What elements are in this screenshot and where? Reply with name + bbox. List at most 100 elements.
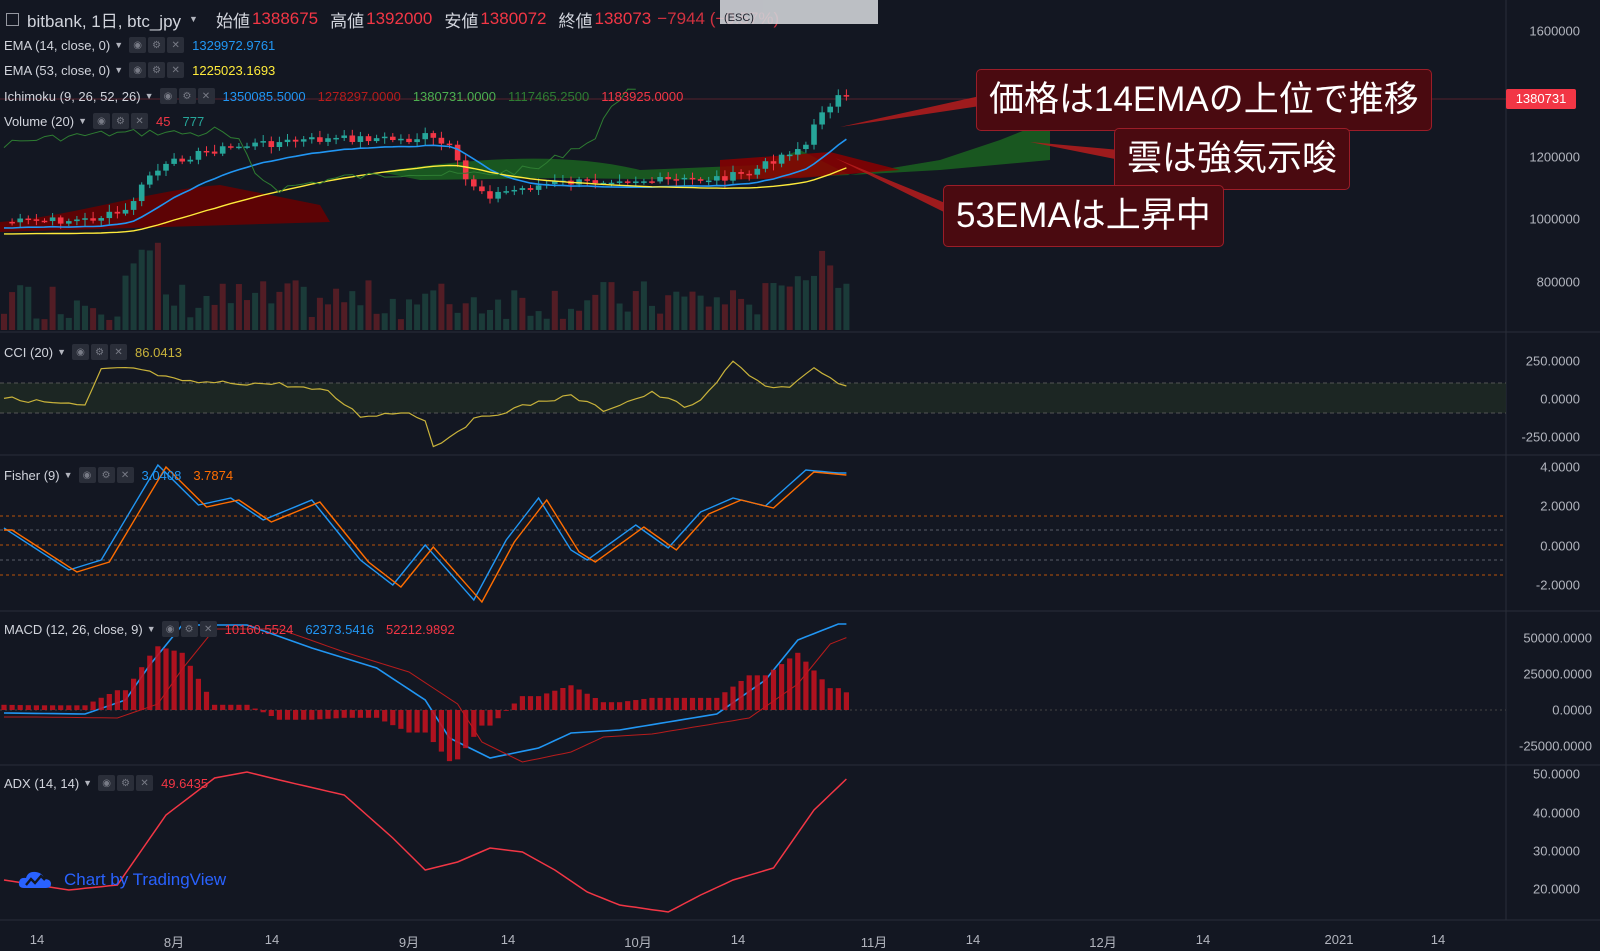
macd-histogram-bar: [519, 696, 525, 710]
close-icon[interactable]: ✕: [136, 775, 154, 791]
macd-histogram-bar: [90, 701, 96, 710]
legend-cci[interactable]: CCI (20) ▼ ◉ ⚙ ✕ 86.0413: [4, 341, 194, 363]
eye-icon[interactable]: ◉: [98, 775, 116, 791]
ema14-value: 1329972.9761: [192, 37, 276, 53]
legend-ichimoku[interactable]: Ichimoku (9, 26, 52, 26) ▼ ◉ ⚙ ✕ 1350085.50…: [4, 85, 695, 107]
gear-icon[interactable]: ⚙: [91, 344, 109, 360]
collapse-icon[interactable]: [6, 12, 19, 26]
volume-bar: [122, 275, 129, 330]
close-icon[interactable]: ✕: [167, 62, 185, 78]
chevron-down-icon[interactable]: ▼: [63, 470, 73, 480]
close-icon[interactable]: ✕: [199, 621, 217, 637]
chevron-down-icon[interactable]: ▼: [146, 624, 156, 634]
eye-icon[interactable]: ◉: [78, 467, 96, 483]
tradingview-watermark[interactable]: Chart by TradingView: [18, 868, 226, 892]
macd-histogram-bar: [503, 710, 509, 711]
candle-body: [41, 220, 48, 223]
eye-icon[interactable]: ◉: [161, 621, 179, 637]
time-axis-label: 14: [29, 932, 45, 947]
volume-bar: [584, 300, 591, 330]
close-icon[interactable]: ✕: [167, 37, 185, 53]
chevron-down-icon[interactable]: ▼: [114, 40, 124, 50]
volume-bar: [244, 300, 250, 330]
fisher-line: [3, 463, 847, 602]
candle-body: [74, 219, 80, 222]
candle-body: [309, 137, 315, 140]
legend-ema53[interactable]: EMA (53, close, 0) ▼ ◉ ⚙ ✕ 1225023.1693: [4, 59, 287, 81]
candle-body: [373, 138, 380, 142]
gear-icon[interactable]: ⚙: [112, 113, 130, 129]
volume-bar: [535, 311, 542, 330]
eye-icon[interactable]: ◉: [129, 62, 147, 78]
fisher-axis-label: 2.0000: [1540, 498, 1580, 514]
chevron-down-icon[interactable]: ▼: [57, 347, 67, 357]
legend-volume[interactable]: Volume (20) ▼ ◉ ⚙ ✕ 45 777: [4, 110, 216, 132]
gear-icon[interactable]: ⚙: [178, 88, 196, 104]
cci-label: CCI (20): [4, 344, 54, 360]
candle-body: [163, 163, 169, 171]
volume-value: 45: [156, 113, 171, 129]
legend-adx[interactable]: ADX (14, 14) ▼ ◉ ⚙ ✕ 49.6435: [4, 772, 220, 794]
candle-body: [592, 180, 599, 184]
chevron-down-icon[interactable]: ▼: [114, 65, 124, 75]
legend-ema14[interactable]: EMA (14, close, 0) ▼ ◉ ⚙ ✕ 1329972.9761: [4, 34, 287, 56]
volume-bar: [632, 291, 639, 330]
legend-fisher[interactable]: Fisher (9) ▼ ◉ ⚙ ✕ 3.0408 3.7874: [4, 464, 245, 486]
gear-icon[interactable]: ⚙: [97, 467, 115, 483]
macd-axis-label: 25000.0000: [1523, 666, 1592, 682]
volume-bar: [559, 318, 566, 330]
close-icon[interactable]: ✕: [131, 113, 149, 129]
macd-histogram-bar: [795, 652, 801, 710]
macd-histogram-bar: [333, 710, 339, 719]
gear-icon[interactable]: ⚙: [117, 775, 135, 791]
eye-icon[interactable]: ◉: [93, 113, 111, 129]
macd-histogram-bar: [41, 705, 48, 710]
time-axis-label: 14: [965, 932, 981, 947]
chevron-down-icon[interactable]: ▼: [78, 116, 88, 126]
volume-bar: [333, 288, 340, 330]
legend-buttons: ◉ ⚙ ✕: [93, 113, 149, 129]
macd-histogram-bar: [317, 710, 323, 720]
close-icon[interactable]: ✕: [110, 344, 128, 360]
gear-icon[interactable]: ⚙: [148, 62, 166, 78]
callout-pointer-cloud: [1030, 142, 1120, 160]
macd-histogram-bar: [552, 690, 558, 710]
chevron-down-icon[interactable]: ▼: [83, 778, 93, 788]
volume-bar: [357, 305, 364, 330]
candle-body: [511, 189, 518, 192]
macd-histogram-bar: [301, 710, 307, 720]
macd-histogram-bar: [131, 678, 137, 710]
eye-icon[interactable]: ◉: [159, 88, 177, 104]
cci-value: 86.0413: [135, 344, 183, 360]
candle-body: [503, 191, 509, 193]
eye-icon[interactable]: ◉: [72, 344, 90, 360]
candle-body: [82, 218, 88, 220]
ema53-line: [4, 164, 847, 235]
macd-histogram-bar: [544, 693, 550, 710]
legend-macd[interactable]: MACD (12, 26, close, 9) ▼ ◉ ⚙ ✕ 10160.5524 …: [4, 618, 467, 640]
macd-histogram-bar: [17, 705, 23, 710]
time-axis-label: 14: [1430, 932, 1446, 947]
close-icon[interactable]: ✕: [116, 467, 134, 483]
chevron-down-icon[interactable]: ▼: [144, 91, 154, 101]
callout-pointer-ema53: [835, 158, 950, 215]
macd-histogram-bar: [706, 697, 712, 710]
volume-bar: [154, 242, 161, 330]
macd-histogram-bar: [568, 685, 574, 710]
price-axis-label: 1000000: [1529, 211, 1580, 227]
macd-axis-label: 0.0000: [1552, 702, 1592, 718]
eye-icon[interactable]: ◉: [129, 37, 147, 53]
legend-buttons: ◉ ⚙ ✕: [159, 88, 215, 104]
chevron-down-icon[interactable]: ▼: [189, 14, 198, 24]
macd-signal-value: 52212.9892: [386, 621, 455, 637]
gear-icon[interactable]: ⚙: [148, 37, 166, 53]
macd-histogram-bar: [446, 710, 453, 762]
close-icon[interactable]: ✕: [197, 88, 215, 104]
macd-histogram-bar: [309, 710, 315, 720]
symbol-label[interactable]: bitbank, 1日, btc_jpy: [27, 11, 182, 31]
gear-icon[interactable]: ⚙: [180, 621, 198, 637]
volume-bar: [551, 290, 558, 330]
macd-histogram-bar: [592, 697, 598, 710]
macd-histogram-bar: [471, 710, 477, 737]
